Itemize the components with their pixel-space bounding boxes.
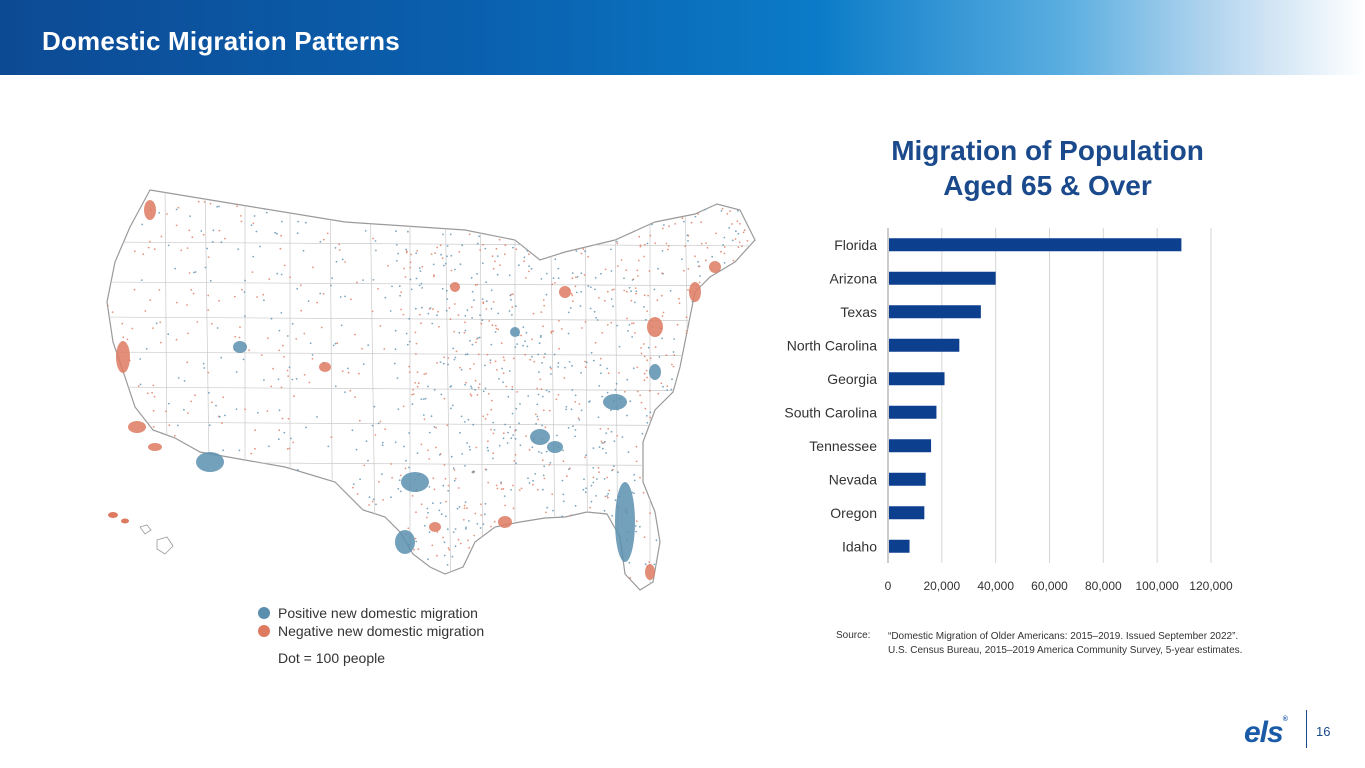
els-logo: els® — [1244, 716, 1288, 750]
category-label: Tennessee — [809, 438, 877, 454]
chart-title-line2: Aged 65 & Over — [943, 170, 1152, 201]
footer-divider — [1306, 710, 1307, 748]
logo-text: els — [1244, 716, 1284, 749]
category-label: Florida — [834, 237, 877, 253]
logo-registered-mark: ® — [1282, 716, 1288, 723]
chart-title-line1: Migration of Population — [891, 135, 1204, 166]
category-label: Idaho — [842, 538, 877, 554]
bar-tennessee — [889, 439, 932, 453]
legend-note: Dot = 100 people — [278, 650, 386, 666]
bar-idaho — [889, 539, 910, 553]
category-label: South Carolina — [784, 404, 877, 420]
x-tick-label: 100,000 — [1135, 579, 1179, 593]
us-migration-map — [95, 182, 765, 602]
source-note: Source: “Domestic Migration of Older Ame… — [836, 630, 1242, 658]
hawaii-islands — [108, 512, 174, 555]
x-tick-label: 80,000 — [1085, 579, 1122, 593]
bar-florida — [889, 238, 1182, 252]
category-label: Georgia — [827, 371, 877, 387]
bar-chart: 0 20,000 40,000 60,000 80,000 100,000 120,000 F… — [784, 228, 1233, 593]
bar-north-carolina — [889, 338, 960, 352]
category-label: Nevada — [829, 471, 877, 487]
source-label: Source: — [836, 630, 871, 641]
x-tick-label: 120,000 — [1189, 579, 1233, 593]
us-map-graphic — [106, 189, 756, 591]
bar-georgia — [889, 372, 945, 386]
chart-title: Migration of Population Aged 65 & Over — [850, 133, 1245, 203]
bar-south-carolina — [889, 405, 937, 419]
x-tick-label: 20,000 — [923, 579, 960, 593]
x-tick-label: 40,000 — [977, 579, 1014, 593]
category-label: Arizona — [830, 270, 878, 286]
positive-dot-icon — [258, 607, 270, 619]
bar-oregon — [889, 506, 925, 520]
legend-negative: Negative new domestic migration — [258, 622, 484, 640]
x-tick-label: 0 — [885, 579, 892, 593]
legend-positive-label: Positive new domestic migration — [278, 605, 478, 621]
source-line-2: U.S. Census Bureau, 2015–2019 America Co… — [888, 645, 1243, 656]
bar-arizona — [889, 271, 996, 285]
header-bar: Domestic Migration Patterns — [0, 0, 1365, 75]
category-label: Texas — [840, 304, 877, 320]
negative-dot-icon — [258, 625, 270, 637]
bar-texas — [889, 305, 981, 319]
x-tick-label: 60,000 — [1031, 579, 1068, 593]
category-label: Oregon — [830, 505, 877, 521]
migration-clusters — [116, 200, 721, 580]
map-legend: Positive new domestic migration Negative… — [258, 604, 484, 666]
bar-nevada — [889, 472, 926, 486]
page-number: 16 — [1316, 724, 1331, 739]
page-title: Domestic Migration Patterns — [42, 26, 400, 56]
category-label: North Carolina — [787, 337, 877, 353]
legend-negative-label: Negative new domestic migration — [278, 623, 485, 639]
source-line-1: “Domestic Migration of Older Americans: … — [888, 631, 1239, 642]
legend-positive: Positive new domestic migration — [258, 604, 484, 622]
